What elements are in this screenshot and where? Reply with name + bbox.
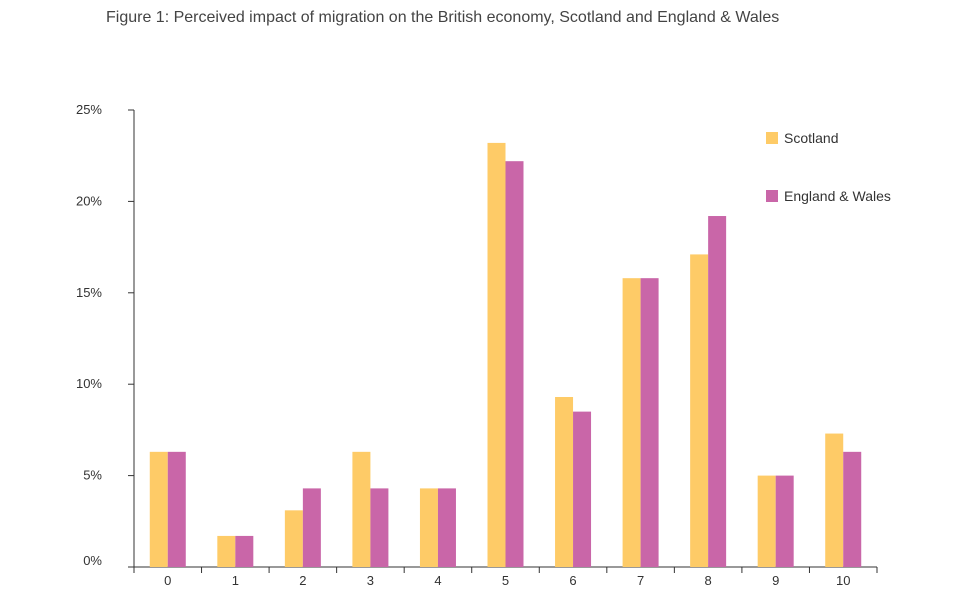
x-tick-label: 5 (502, 573, 509, 588)
bar-england-wales-1 (235, 535, 254, 567)
y-axis: 0% 5% 10% 15% 20% 25% (76, 102, 135, 568)
bar-england-wales-8 (708, 216, 727, 568)
x-tick-label: 9 (772, 573, 779, 588)
legend-label: Scotland (784, 130, 838, 146)
bar-scotland-2 (284, 510, 303, 567)
x-axis: 0 1 2 3 4 5 6 7 8 9 10 (133, 566, 878, 588)
bar-scotland-10 (825, 433, 844, 567)
bar-england-wales-5 (505, 161, 524, 567)
x-tick-label: 1 (232, 573, 239, 588)
bar-scotland-8 (690, 254, 709, 568)
bar-england-wales-10 (843, 451, 862, 567)
bar-scotland-9 (757, 475, 776, 567)
x-tick-label: 3 (367, 573, 374, 588)
chart-title: Figure 1: Perceived impact of migration … (106, 9, 780, 26)
x-tick-label: 0 (164, 573, 171, 588)
bar-scotland-4 (419, 488, 438, 567)
x-tick-label: 8 (705, 573, 712, 588)
bar-scotland-1 (217, 535, 236, 567)
bar-england-wales-2 (302, 488, 321, 567)
y-tick-label: 10% (76, 376, 102, 391)
y-tick-label: 15% (76, 285, 102, 300)
x-tick-label: 7 (637, 573, 644, 588)
y-tick-label: 0% (83, 553, 102, 568)
bar-england-wales-0 (167, 451, 186, 567)
bar-scotland-7 (622, 278, 641, 567)
legend-swatch (766, 132, 778, 144)
x-tick-label: 2 (299, 573, 306, 588)
bar-scotland-0 (149, 451, 168, 567)
x-tick-label: 4 (434, 573, 441, 588)
legend-label: England & Wales (784, 188, 891, 204)
legend-swatch (766, 190, 778, 202)
y-tick-label: 20% (76, 193, 102, 208)
bars (149, 142, 862, 568)
bar-scotland-6 (555, 396, 574, 567)
y-tick-label: 25% (76, 102, 102, 117)
legend: Scotland England & Wales (766, 130, 891, 204)
bar-england-wales-4 (437, 488, 456, 567)
x-tick-label: 10 (836, 573, 850, 588)
bar-england-wales-3 (370, 488, 389, 567)
bar-scotland-3 (352, 451, 371, 567)
bar-england-wales-9 (775, 475, 794, 567)
x-tick-label: 6 (569, 573, 576, 588)
y-tick-label: 5% (83, 468, 102, 483)
bar-england-wales-6 (573, 411, 592, 567)
bar-england-wales-7 (640, 278, 659, 567)
bar-scotland-5 (487, 142, 506, 568)
